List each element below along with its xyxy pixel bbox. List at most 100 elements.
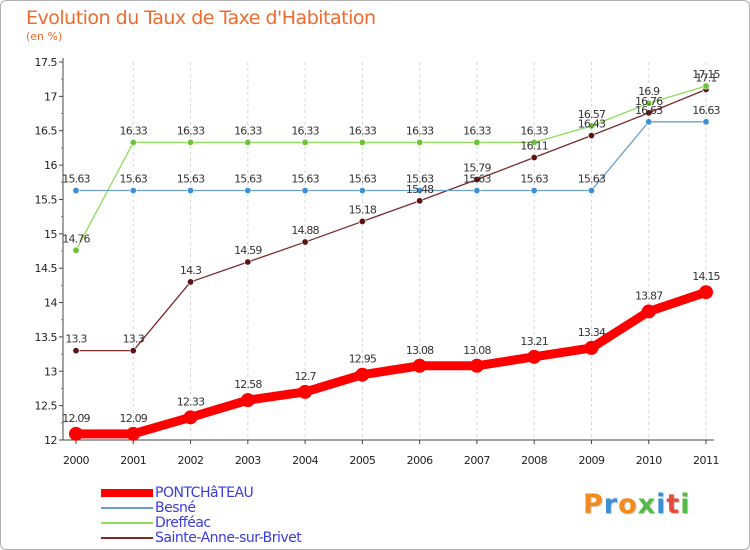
data-label-s2-3: 16.33 — [234, 124, 262, 137]
data-label-s0-4: 12.7 — [294, 370, 316, 383]
data-point-s3-9 — [587, 132, 595, 140]
data-point-s2-9 — [587, 122, 595, 130]
data-label-s3-4: 14.88 — [291, 224, 319, 237]
y-tick-label-4: 14 — [44, 297, 57, 310]
x-tick-label-5: 2005 — [349, 454, 375, 467]
data-point-s2-3 — [244, 138, 252, 146]
logo-letter-5: t — [666, 489, 681, 520]
data-point-s1-0 — [72, 187, 80, 195]
data-label-s0-0: 12.09 — [62, 412, 90, 425]
data-point-s0-8 — [527, 349, 542, 364]
data-point-s1-3 — [244, 187, 252, 195]
data-point-s1-5 — [358, 187, 366, 195]
data-label-s0-5: 12.95 — [349, 353, 377, 366]
data-point-s0-11 — [699, 285, 713, 300]
data-point-s2-11 — [702, 82, 710, 90]
y-tick-label-10: 17 — [44, 90, 57, 103]
x-tick-label-0: 2000 — [63, 454, 89, 467]
data-label-s2-9: 16.57 — [578, 108, 606, 121]
data-point-s3-3 — [244, 258, 252, 266]
logo-letter-0: P — [583, 489, 604, 520]
series-line-3 — [75, 88, 707, 352]
legend-swatch-3 — [101, 537, 153, 539]
legend-label-1: Besné — [155, 500, 196, 516]
data-point-s2-8 — [530, 138, 538, 146]
data-label-s2-4: 16.33 — [291, 124, 319, 137]
y-tick-label-9: 16.5 — [35, 125, 58, 138]
data-point-s2-4 — [301, 138, 309, 146]
data-point-s1-8 — [530, 187, 538, 195]
data-label-s3-0: 13.3 — [65, 333, 87, 346]
data-point-s2-10 — [645, 99, 653, 107]
data-point-s3-8 — [530, 154, 538, 162]
data-label-s1-6: 15.63 — [406, 173, 434, 186]
legend: PONTCHâTEAU Besné Drefféac Sainte-Anne-sur-… — [101, 486, 421, 546]
data-label-s1-7: 15.63 — [463, 173, 491, 186]
data-label-s1-10: 16.63 — [635, 104, 663, 117]
legend-label-0: PONTCHâTEAU — [155, 485, 254, 501]
data-label-s2-6: 16.33 — [406, 124, 434, 137]
legend-item-3: Sainte-Anne-sur-Brivet — [101, 531, 421, 546]
data-point-s2-5 — [358, 138, 366, 146]
data-point-s2-1 — [129, 138, 137, 146]
logo-letter-2: o — [618, 489, 638, 520]
chart-title: Evolution du Taux de Taxe d'Habitation — [26, 7, 376, 29]
data-label-s2-7: 16.33 — [463, 124, 491, 137]
y-tick-label-5: 14.5 — [35, 262, 58, 275]
logo-letter-4: i — [656, 489, 667, 520]
data-label-s1-9: 15.63 — [578, 173, 606, 186]
data-label-s3-3: 14.59 — [234, 244, 262, 257]
data-point-s3-0 — [72, 347, 80, 355]
data-point-s3-10 — [645, 109, 653, 117]
data-point-s3-1 — [129, 347, 137, 355]
data-point-s0-10 — [641, 304, 656, 319]
data-label-s3-10: 16.76 — [635, 95, 663, 108]
x-tick-label-7: 2007 — [464, 454, 490, 467]
x-tick-label-9: 2009 — [578, 454, 604, 467]
legend-label-2: Drefféac — [155, 515, 211, 531]
data-label-s1-11: 16.63 — [692, 104, 720, 117]
legend-swatch-0 — [101, 489, 153, 497]
x-tick-label-11: 2011 — [693, 454, 719, 467]
data-label-s3-1: 13.3 — [123, 333, 145, 346]
data-point-s0-1 — [126, 426, 141, 441]
y-tick-label-3: 13.5 — [35, 331, 58, 344]
legend-swatch-2 — [101, 522, 153, 524]
data-point-s2-7 — [473, 138, 481, 146]
data-point-s3-4 — [301, 238, 309, 246]
y-tick-label-2: 13 — [44, 365, 57, 378]
legend-item-2: Drefféac — [101, 516, 421, 531]
data-point-s1-9 — [587, 187, 595, 195]
data-label-s0-10: 13.87 — [635, 289, 663, 302]
data-point-s2-6 — [416, 138, 424, 146]
data-point-s1-4 — [301, 187, 309, 195]
data-label-s0-3: 12.58 — [234, 378, 262, 391]
x-tick-label-1: 2001 — [120, 454, 146, 467]
logo-letter-1: r — [603, 489, 619, 520]
x-tick-label-2: 2002 — [178, 454, 204, 467]
data-labels: 12.09 12.09 12.33 12.58 12.7 12.95 13.08 13.08 1… — [62, 68, 721, 425]
data-label-s1-4: 15.63 — [291, 173, 319, 186]
data-label-s0-7: 13.08 — [463, 344, 491, 357]
x-tick-label-4: 2004 — [292, 454, 318, 467]
proxiti-logo: Proxiti — [583, 489, 691, 520]
data-label-s3-5: 15.18 — [349, 203, 377, 216]
data-label-s2-5: 16.33 — [349, 124, 377, 137]
data-point-s1-10 — [645, 118, 653, 126]
data-label-s3-2: 14.3 — [180, 264, 202, 277]
logo-letter-6: i — [680, 489, 691, 520]
data-label-s2-2: 16.33 — [177, 124, 205, 137]
data-point-s3-5 — [358, 217, 366, 225]
series-line-1 — [75, 121, 707, 192]
data-label-s3-9: 16.43 — [578, 118, 606, 131]
data-point-s0-4 — [298, 384, 313, 399]
y-tick-label-8: 16 — [44, 159, 57, 172]
data-point-s2-2 — [187, 138, 195, 146]
grid-lines — [132, 62, 707, 440]
data-label-s0-1: 12.09 — [120, 412, 148, 425]
series-layer — [69, 82, 713, 441]
legend-label-3: Sainte-Anne-sur-Brivet — [155, 530, 302, 546]
logo-letter-3: x — [637, 489, 657, 520]
data-label-s1-1: 15.63 — [120, 173, 148, 186]
